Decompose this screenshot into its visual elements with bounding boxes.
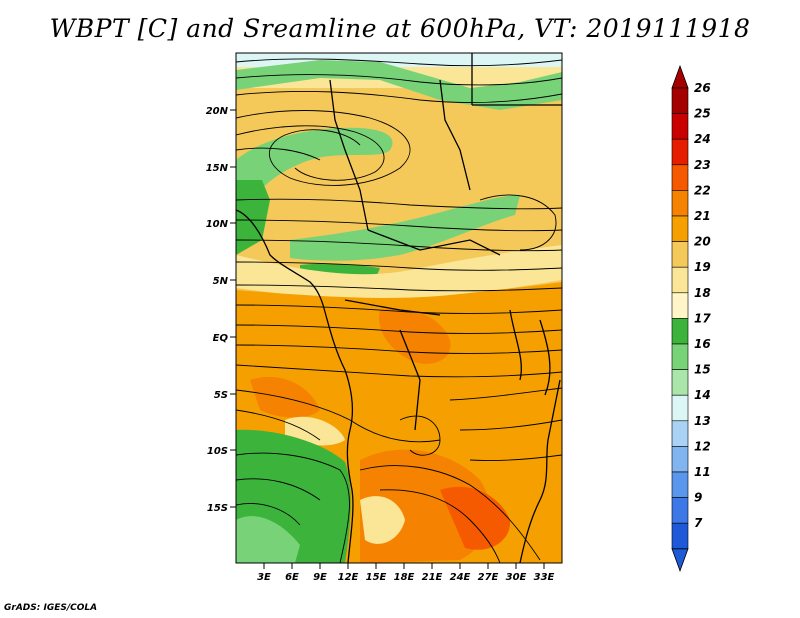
colorbar-label: 11 [694, 465, 711, 479]
colorbar-label: 16 [694, 337, 711, 351]
colorbar-label: 12 [694, 439, 711, 453]
lon-tick-label: 9E [313, 572, 327, 583]
colorbar-label: 17 [694, 311, 711, 325]
lat-tick-label: 15N [206, 163, 229, 174]
colorbar-swatch [671, 318, 689, 345]
colorbar-label: 23 [694, 158, 711, 172]
lat-tick-label: 5S [214, 390, 228, 401]
map-frame [235, 52, 563, 564]
lat-axis: 20N 15N 10N 5N EQ 5S 10S 15S [206, 106, 236, 514]
map-panel [236, 53, 562, 563]
lon-tick-label: 6E [285, 572, 299, 583]
colorbar-swatch [671, 292, 689, 319]
colorbar-label: 21 [694, 209, 711, 223]
colorbar-label: 26 [694, 81, 711, 95]
lat-tick-label: 10N [206, 219, 229, 230]
colorbar-bottom-arrow [671, 548, 689, 572]
colorbar-swatch [671, 241, 689, 268]
lon-tick-label: 33E [534, 572, 555, 583]
colorbar-label: 7 [694, 516, 703, 530]
lon-tick-label: 3E [257, 572, 271, 583]
colorbar-label: 14 [694, 388, 711, 402]
lon-axis: 3E 6E 9E 12E 15E 18E 21E 24E 27E 30E 33E [257, 563, 555, 583]
colorbar-swatch [671, 138, 689, 166]
colorbar-swatch [671, 420, 689, 447]
lon-tick-label: 15E [366, 572, 387, 583]
lon-tick-label: 24E [450, 572, 471, 583]
lon-tick-label: 27E [478, 572, 499, 583]
lat-tick-label: EQ [213, 333, 229, 344]
colorbar-swatch [671, 471, 689, 498]
lat-tick-label: 20N [206, 106, 229, 117]
colorbar-top-arrow [671, 64, 689, 89]
lat-tick-label: 10S [207, 446, 228, 457]
colorbar-swatch [671, 343, 689, 370]
lon-tick-label: 18E [394, 572, 415, 583]
colorbar-swatch [671, 215, 689, 242]
colorbar: 26 25 24 23 22 21 20 19 18 17 16 15 14 13 12 11 9 7 [671, 64, 711, 572]
colorbar-swatch [671, 113, 689, 140]
colorbar-swatch [671, 394, 689, 422]
colorbar-swatch [671, 266, 689, 294]
colorbar-swatch [671, 369, 689, 396]
map-title: WBPT [C] and Sreamline at 600hPa, VT: 20… [49, 14, 751, 43]
colorbar-swatch [671, 522, 689, 550]
lon-tick-label: 30E [506, 572, 527, 583]
footer-credit: GrADS: IGES/COLA [4, 603, 98, 613]
colorbar-label: 15 [694, 363, 711, 377]
colorbar-swatch [671, 497, 689, 524]
colorbar-swatch [671, 87, 689, 114]
colorbar-label: 20 [694, 235, 711, 249]
lat-tick-label: 5N [213, 276, 229, 287]
colorbar-swatch [671, 446, 689, 473]
lon-tick-label: 21E [422, 572, 443, 583]
colorbar-label: 13 [694, 414, 711, 428]
colorbar-label: 25 [694, 107, 711, 121]
colorbar-swatch [671, 164, 689, 191]
colorbar-label: 18 [694, 286, 711, 300]
colorbar-label: 24 [694, 132, 711, 146]
colorbar-label: 22 [694, 183, 711, 197]
lat-tick-label: 15S [207, 503, 228, 514]
colorbar-label: 19 [694, 260, 711, 274]
colorbar-swatch [671, 190, 689, 217]
borders [236, 53, 562, 563]
colorbar-label: 9 [694, 491, 702, 505]
lon-tick-label: 12E [338, 572, 359, 583]
